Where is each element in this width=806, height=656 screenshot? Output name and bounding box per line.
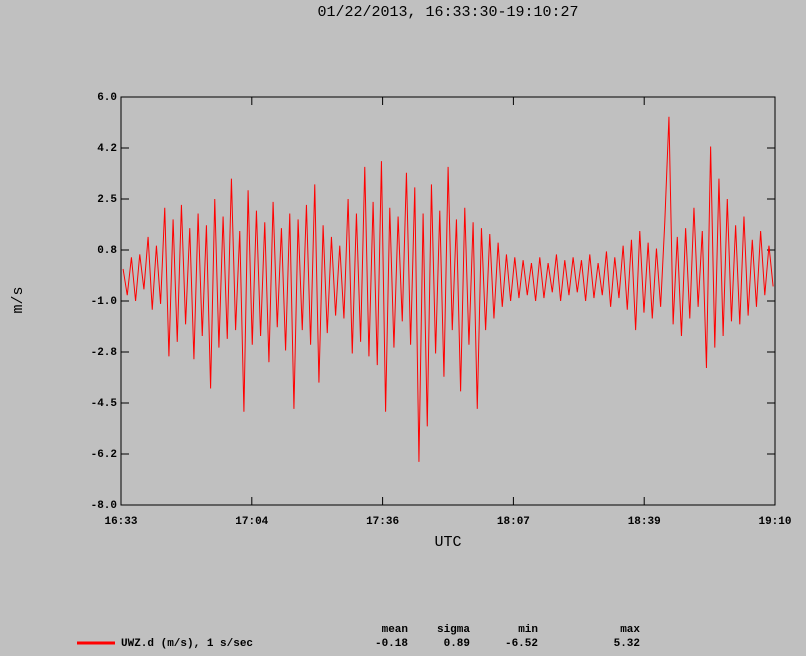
x-tick-label: 19:10 [758, 516, 791, 528]
y-tick-label: 6.0 [97, 92, 117, 104]
stat-value: 5.32 [614, 638, 640, 650]
x-tick-label: 18:07 [497, 516, 530, 528]
y-tick-label: -8.0 [91, 500, 117, 512]
stat-header: min [518, 624, 538, 636]
stat-header: mean [382, 624, 408, 636]
data-line [122, 116, 774, 462]
y-axis-label: m/s [10, 286, 27, 313]
y-tick-label: 2.5 [97, 194, 117, 206]
y-tick-label: 4.2 [97, 143, 117, 155]
legend-label: UWZ.d (m/s), 1 s/sec [121, 638, 253, 650]
x-tick-label: 17:36 [366, 516, 399, 528]
stat-value: -6.52 [505, 638, 538, 650]
x-tick-label: 18:39 [628, 516, 661, 528]
plot-frame [120, 96, 776, 506]
stat-value: -0.18 [375, 638, 408, 650]
x-tick-label: 17:04 [235, 516, 268, 528]
y-tick-label: 0.8 [97, 245, 117, 257]
y-tick-label: -1.0 [91, 296, 117, 308]
stat-value: 0.89 [444, 638, 470, 650]
stat-header: max [620, 624, 640, 636]
stat-header: sigma [437, 624, 470, 636]
chart-title: 01/22/2013, 16:33:30-19:10:27 [317, 4, 578, 21]
y-tick-label: -4.5 [91, 398, 118, 410]
x-tick-label: 16:33 [104, 516, 137, 528]
y-tick-label: -6.2 [91, 449, 117, 461]
y-tick-label: -2.8 [91, 347, 118, 359]
x-axis-label: UTC [434, 534, 461, 551]
